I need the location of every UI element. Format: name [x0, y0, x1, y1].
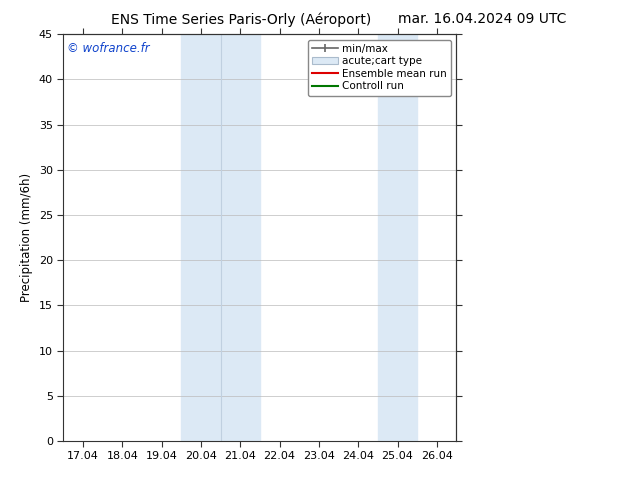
Y-axis label: Precipitation (mm/6h): Precipitation (mm/6h) — [20, 173, 34, 302]
Text: mar. 16.04.2024 09 UTC: mar. 16.04.2024 09 UTC — [398, 12, 566, 26]
Text: ENS Time Series Paris-Orly (Aéroport): ENS Time Series Paris-Orly (Aéroport) — [111, 12, 371, 27]
Legend: min/max, acute;cart type, Ensemble mean run, Controll run: min/max, acute;cart type, Ensemble mean … — [308, 40, 451, 96]
Bar — [181, 34, 260, 441]
Bar — [378, 34, 417, 441]
Text: © wofrance.fr: © wofrance.fr — [67, 43, 150, 55]
